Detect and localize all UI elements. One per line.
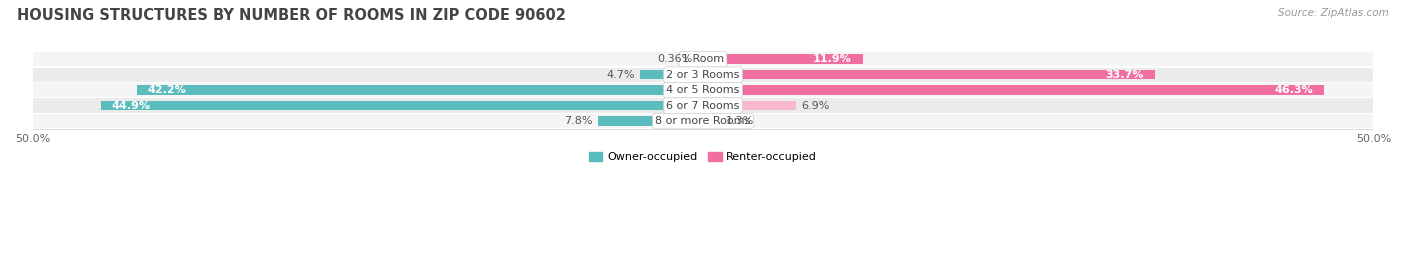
Bar (703, 85, 1324, 95)
Text: Source: ZipAtlas.com: Source: ZipAtlas.com (1278, 8, 1389, 18)
Bar (703, 70, 1154, 79)
Bar (32, 114, 1374, 128)
Bar (32, 52, 1374, 66)
Bar (699, 54, 703, 64)
Text: 44.9%: 44.9% (111, 101, 150, 111)
Text: 46.3%: 46.3% (1274, 85, 1313, 95)
Text: 33.7%: 33.7% (1105, 70, 1144, 80)
Bar (640, 70, 703, 79)
Text: HOUSING STRUCTURES BY NUMBER OF ROOMS IN ZIP CODE 90602: HOUSING STRUCTURES BY NUMBER OF ROOMS IN… (17, 8, 565, 23)
Text: 4 or 5 Rooms: 4 or 5 Rooms (666, 85, 740, 95)
Bar (703, 101, 796, 110)
Bar (703, 54, 862, 64)
Text: 8 or more Rooms: 8 or more Rooms (655, 116, 751, 126)
Text: 1 Room: 1 Room (682, 54, 724, 64)
Bar (138, 85, 703, 95)
Text: 11.9%: 11.9% (813, 54, 852, 64)
Bar (101, 101, 703, 110)
Bar (32, 83, 1374, 97)
Text: 1.3%: 1.3% (725, 116, 754, 126)
Bar (703, 116, 720, 126)
Text: 6.9%: 6.9% (801, 101, 830, 111)
Text: 4.7%: 4.7% (606, 70, 634, 80)
Bar (32, 98, 1374, 113)
Text: 6 or 7 Rooms: 6 or 7 Rooms (666, 101, 740, 111)
Bar (599, 116, 703, 126)
Text: 0.36%: 0.36% (658, 54, 693, 64)
Text: 2 or 3 Rooms: 2 or 3 Rooms (666, 70, 740, 80)
Bar (32, 68, 1374, 82)
Text: 42.2%: 42.2% (148, 85, 187, 95)
Legend: Owner-occupied, Renter-occupied: Owner-occupied, Renter-occupied (585, 148, 821, 167)
Text: 7.8%: 7.8% (565, 116, 593, 126)
